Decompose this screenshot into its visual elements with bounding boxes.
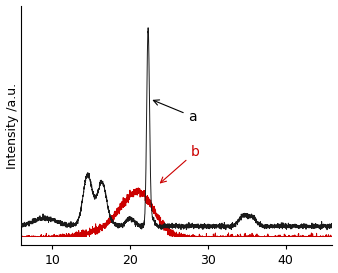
Text: a: a	[153, 100, 197, 124]
Text: b: b	[161, 145, 200, 183]
Y-axis label: Intensity /a.u.: Intensity /a.u.	[5, 82, 19, 168]
